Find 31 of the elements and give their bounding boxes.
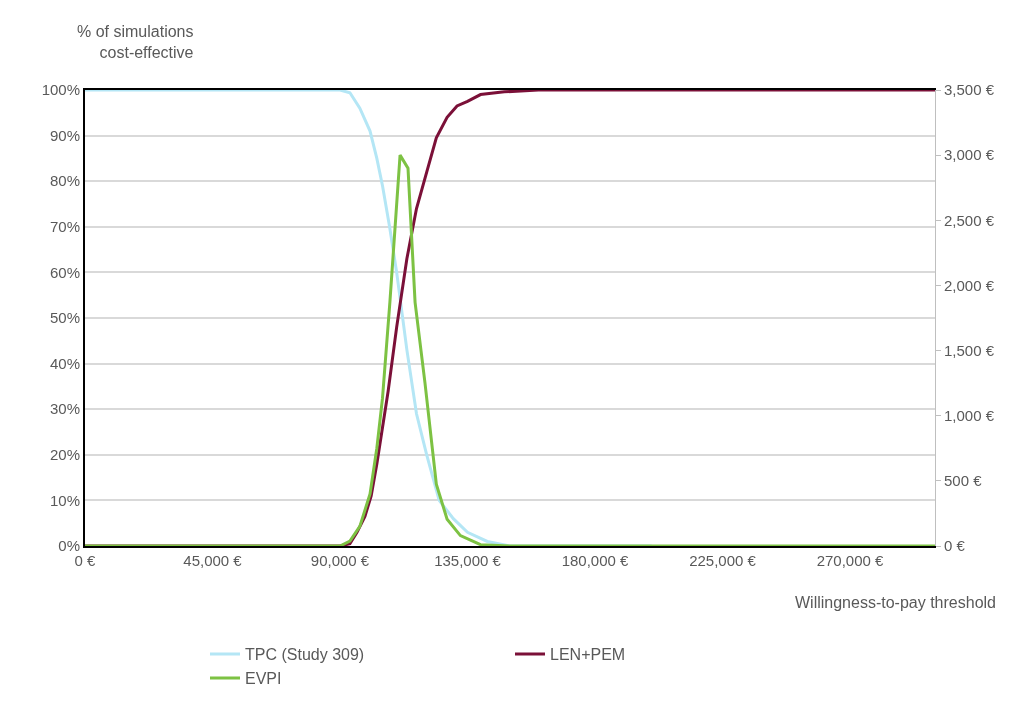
y2-tick-label: 500 € [944, 472, 983, 490]
legend-label: EVPI [245, 670, 282, 688]
y-tick-label: 10% [49, 491, 80, 509]
y-tick-label: 30% [49, 400, 80, 418]
y-tick-label: 60% [49, 263, 80, 281]
y2-tick-label: 1,500 € [944, 341, 995, 359]
x-tick-label: 90,000 € [310, 552, 370, 569]
y-tick-label: 50% [49, 309, 80, 327]
legend-label: TPC (Study 309) [245, 646, 365, 664]
y2-tick-label: 0 € [944, 537, 966, 555]
x-tick-label: 180,000 € [561, 552, 630, 569]
y2-tick-label: 3,500 € [944, 81, 995, 99]
y-tick-label: 20% [49, 446, 80, 464]
x-tick-label: 45,000 € [183, 552, 243, 569]
y-tick-label: 40% [49, 354, 80, 372]
y-tick-label: 0% [58, 537, 80, 555]
legend-label: LEN+PEM [550, 646, 626, 664]
x-tick-label: 270,000 € [816, 552, 885, 569]
y-tick-label: 70% [49, 218, 80, 236]
y-tick-label: 80% [49, 172, 80, 190]
y2-tick-label: 2,000 € [944, 276, 995, 294]
y-tick-label: 100% [41, 81, 80, 99]
x-tick-label: 0 € [74, 552, 97, 569]
x-tick-label: 135,000 € [434, 552, 502, 569]
y-tick-label: 90% [49, 126, 80, 144]
y2-tick-label: 1,000 € [944, 406, 995, 424]
y2-tick-label: 2,500 € [944, 211, 995, 229]
x-axis-title: Willingness-to-pay threshold [795, 594, 996, 611]
y2-tick-label: 3,000 € [944, 146, 995, 164]
x-tick-label: 225,000 € [689, 552, 757, 569]
y-axis-title: % of simulations cost-effective [77, 23, 194, 61]
